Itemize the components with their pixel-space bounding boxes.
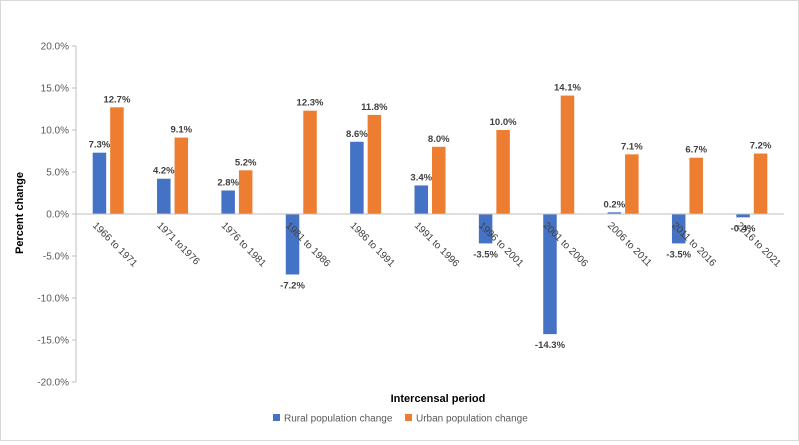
urban-bar-9 (625, 154, 639, 214)
rural-data-label-2: 4.2% (153, 166, 175, 177)
y-tick-label: 0.0% (46, 210, 69, 221)
urban-data-label-5: 11.8% (361, 102, 388, 113)
urban-data-label-1: 12.7% (103, 94, 130, 105)
rural-bar-1 (92, 152, 107, 214)
legend: Rural population change Urban population … (273, 414, 528, 425)
category-label-7: 1996 to 2001 (476, 220, 525, 269)
urban-bar-2 (174, 137, 189, 214)
urban-bar-7 (496, 130, 510, 214)
x-axis-title: Intercensal period (391, 393, 486, 405)
urban-data-label-8: 14.1% (554, 83, 581, 94)
category-label-10: 2011 to 2016 (669, 220, 718, 269)
rural-data-label-3: 2.8% (217, 177, 239, 188)
data-labels: 7.3% 4.2% 2.8% -7.2% 8.6% 3.4% -3.5% -14.3% 0.2%… (89, 83, 772, 352)
rural-bar-8 (543, 214, 557, 335)
urban-bar-5 (367, 114, 382, 214)
rural-bar-7 (478, 214, 493, 244)
category-label-1: 1966 to 1971 (90, 220, 139, 269)
rural-bar-10 (671, 214, 686, 244)
y-tick-label: 15.0% (41, 84, 69, 95)
rural-data-label-4: -7.2% (280, 280, 305, 291)
rural-bar-6 (414, 185, 428, 214)
category-labels: 1966 to 1971 1971 to1976 1976 to 1981 1981 … (90, 220, 783, 269)
rural-bar-11 (736, 214, 750, 218)
urban-data-label-4: 12.3% (297, 98, 324, 109)
rural-data-label-8: -14.3% (535, 340, 566, 351)
urban-bar-8 (560, 95, 575, 214)
rural-legend-label: Rural population change (284, 414, 393, 425)
urban-data-label-6: 8.0% (428, 134, 450, 145)
urban-data-label-7: 10.0% (490, 117, 517, 128)
urban-data-label-2: 9.1% (170, 125, 192, 136)
y-tick-label: 20.0% (41, 42, 69, 53)
y-tick-label: 5.0% (46, 168, 69, 179)
rural-data-label-1: 7.3% (89, 140, 111, 151)
category-label-11: 2016 to 2021 (734, 220, 783, 269)
rural-bar-3 (221, 190, 235, 214)
urban-legend-label: Urban population change (416, 414, 528, 425)
urban-bar-10 (689, 157, 703, 214)
rural-bar-9 (607, 212, 622, 214)
urban-bar-3 (238, 170, 253, 214)
urban-bar-11 (753, 153, 768, 214)
rural-data-label-10: -3.5% (666, 249, 691, 260)
rural-legend-swatch (273, 414, 280, 421)
urban-bar-6 (432, 146, 446, 214)
rural-bar-4 (285, 214, 300, 275)
rural-data-label-11: -0.4% (731, 223, 756, 234)
y-tick-label: 10.0% (41, 126, 69, 137)
rural-bar-5 (350, 141, 364, 214)
y-tick-label: -20.0% (37, 378, 69, 389)
category-label-5: 1986 to 1991 (348, 220, 397, 269)
category-label-2: 1971 to1976 (154, 220, 201, 267)
urban-data-label-11: 7.2% (750, 141, 772, 152)
urban-bar-4 (303, 110, 317, 214)
rural-data-label-7: -3.5% (473, 249, 498, 260)
category-label-9: 2006 to 2011 (605, 220, 654, 269)
rural-data-label-6: 3.4% (410, 172, 432, 183)
y-tick-label: -5.0% (43, 252, 69, 263)
y-tick-label: -10.0% (37, 294, 69, 305)
rural-data-label-5: 8.6% (346, 129, 368, 140)
rural-bar-2 (157, 178, 171, 214)
y-axis: 20.0% 15.0% 10.0% 5.0% 0.0% -5.0% -10.0% -15.0%… (37, 42, 77, 389)
y-tick-label: -15.0% (37, 336, 69, 347)
urban-data-label-10: 6.7% (685, 145, 707, 156)
bars (92, 95, 768, 335)
category-label-3: 1976 to 1981 (219, 220, 268, 269)
y-axis-title: Percent change (14, 172, 26, 254)
urban-data-label-3: 5.2% (235, 157, 257, 168)
rural-data-label-9: 0.2% (604, 199, 626, 210)
urban-legend-swatch (405, 414, 412, 421)
category-label-6: 1991 to 1996 (412, 220, 461, 269)
urban-data-label-9: 7.1% (621, 141, 643, 152)
urban-bar-1 (110, 107, 124, 214)
